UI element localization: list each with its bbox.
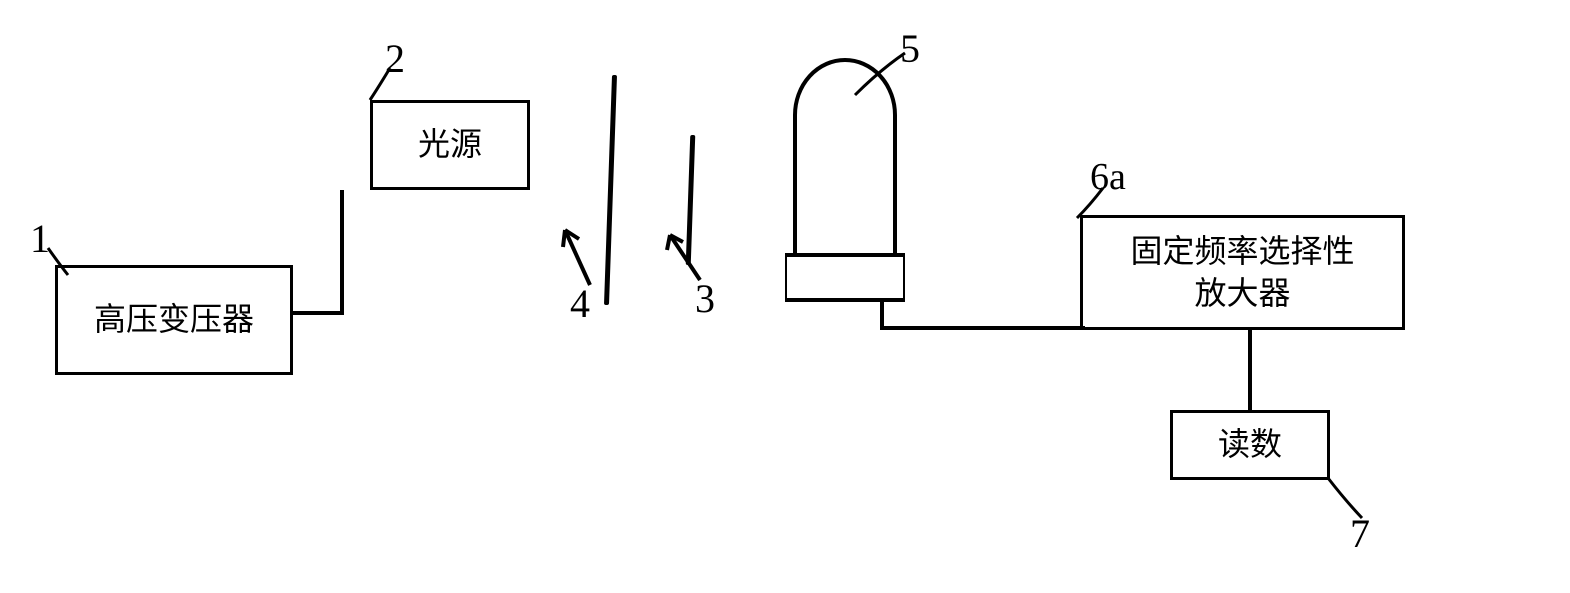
leader-3-arrow [655, 220, 715, 290]
node-transformer-label: 高压变压器 [94, 299, 254, 341]
leader-4-arrow [555, 215, 625, 295]
node-readout: 读数 [1170, 410, 1330, 480]
node-amplifier-label: 固定频率选择性 放大器 [1130, 231, 1354, 314]
leader-1 [40, 230, 80, 280]
wire-5-to-6-h [880, 326, 1085, 330]
leader-6a [1065, 180, 1115, 230]
node-light-source: 光源 [370, 100, 530, 190]
wire-1-to-2-h1 [293, 311, 344, 315]
node-light-source-label: 光源 [418, 124, 482, 166]
node-transformer: 高压变压器 [55, 265, 293, 375]
leader-5 [850, 45, 920, 105]
node-readout-label: 读数 [1218, 424, 1282, 466]
leader-7 [1320, 470, 1380, 530]
wire-1-to-2-v [340, 190, 344, 315]
leader-2 [360, 60, 400, 110]
node-amplifier: 固定频率选择性 放大器 [1080, 215, 1405, 330]
wire-6-to-7 [1248, 330, 1252, 412]
